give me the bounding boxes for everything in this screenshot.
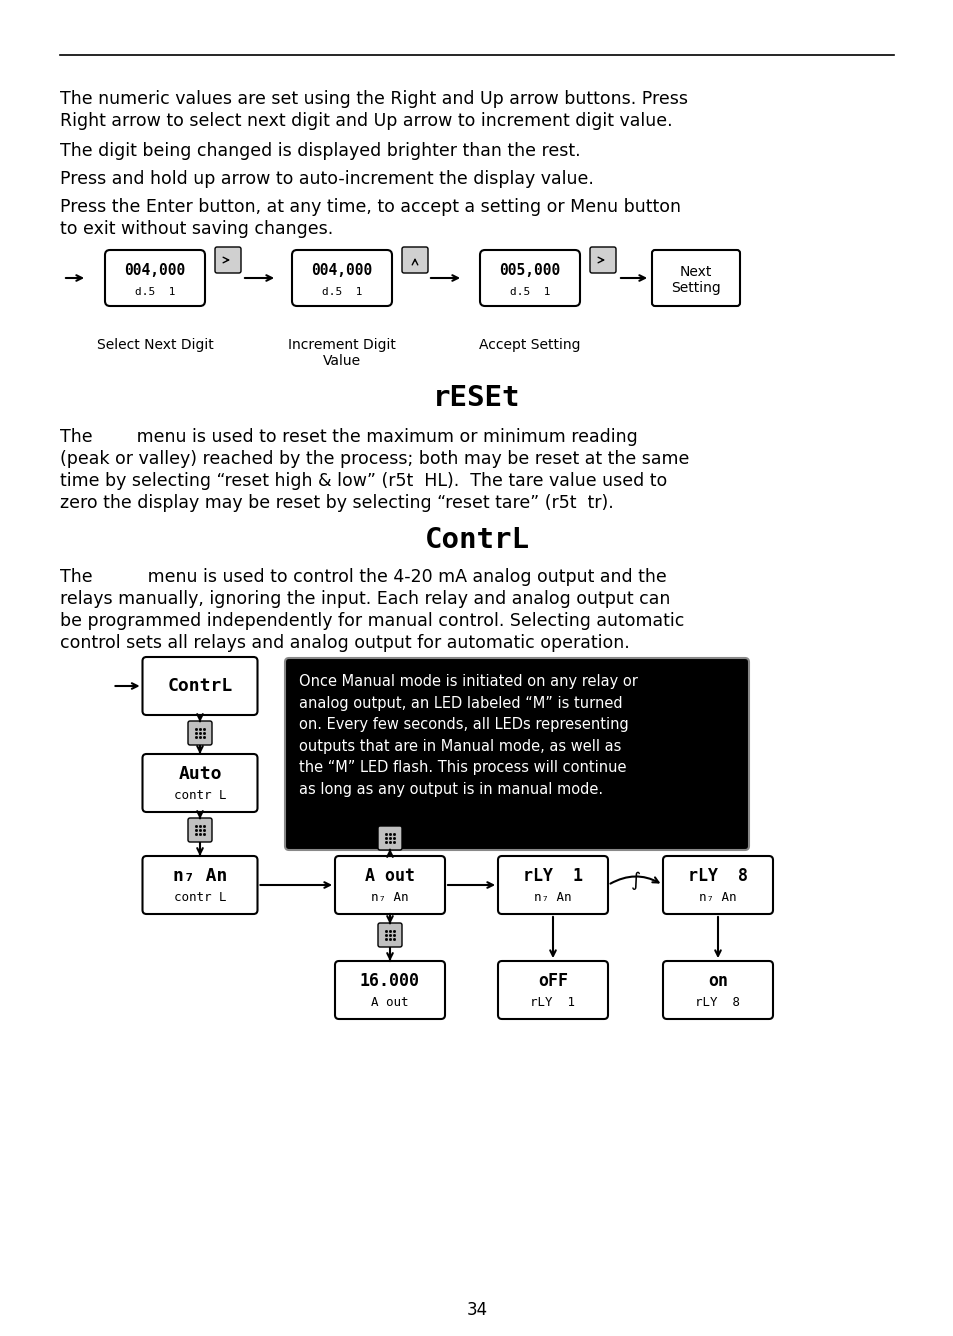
Text: Press and hold up arrow to auto-increment the display value.: Press and hold up arrow to auto-incremen… [60, 170, 594, 188]
Text: 004,000: 004,000 [311, 263, 373, 278]
Text: 16.000: 16.000 [359, 971, 419, 990]
FancyBboxPatch shape [479, 250, 579, 306]
FancyBboxPatch shape [335, 961, 444, 1019]
Text: n₇ An: n₇ An [371, 891, 408, 904]
Text: A out: A out [365, 867, 415, 884]
Text: Right arrow to select next digit and Up arrow to increment digit value.: Right arrow to select next digit and Up … [60, 112, 672, 130]
FancyBboxPatch shape [335, 856, 444, 914]
Text: rLY  8: rLY 8 [695, 997, 740, 1009]
FancyBboxPatch shape [377, 923, 401, 947]
Text: rLY  1: rLY 1 [530, 997, 575, 1009]
FancyBboxPatch shape [214, 247, 241, 273]
Text: Setting: Setting [670, 281, 720, 295]
Text: control sets all relays and analog output for automatic operation.: control sets all relays and analog outpu… [60, 635, 629, 652]
FancyBboxPatch shape [142, 657, 257, 715]
FancyBboxPatch shape [401, 247, 428, 273]
Text: The digit being changed is displayed brighter than the rest.: The digit being changed is displayed bri… [60, 142, 580, 160]
FancyBboxPatch shape [589, 247, 616, 273]
Text: n₇ An: n₇ An [172, 867, 227, 886]
Text: The numeric values are set using the Right and Up arrow buttons. Press: The numeric values are set using the Rig… [60, 90, 687, 108]
Text: ∫: ∫ [630, 871, 639, 891]
Text: Next: Next [679, 265, 712, 279]
FancyBboxPatch shape [105, 250, 205, 306]
Text: 34: 34 [466, 1301, 487, 1319]
Text: rLY  8: rLY 8 [687, 867, 747, 884]
FancyBboxPatch shape [651, 250, 740, 306]
Text: Press the Enter button, at any time, to accept a setting or Menu button: Press the Enter button, at any time, to … [60, 198, 680, 216]
Text: d.5  1: d.5 1 [321, 287, 362, 297]
Text: d.5  1: d.5 1 [509, 287, 550, 297]
Text: ContrL: ContrL [424, 526, 529, 554]
Text: n₇ An: n₇ An [699, 891, 736, 904]
Text: d.5  1: d.5 1 [134, 287, 175, 297]
Text: Accept Setting: Accept Setting [478, 338, 580, 351]
Text: Value: Value [323, 354, 360, 367]
FancyBboxPatch shape [292, 250, 392, 306]
Text: Select Next Digit: Select Next Digit [96, 338, 213, 351]
Text: rESEt: rESEt [433, 383, 520, 411]
Text: (peak or valley) reached by the process; both may be reset at the same: (peak or valley) reached by the process;… [60, 450, 689, 468]
FancyBboxPatch shape [188, 818, 212, 842]
Text: oFF: oFF [537, 971, 567, 990]
Text: 004,000: 004,000 [124, 263, 186, 278]
Text: time by selecting “reset high & low” (r5t  HL).  The tare value used to: time by selecting “reset high & low” (r5… [60, 472, 666, 490]
FancyBboxPatch shape [662, 961, 772, 1019]
FancyBboxPatch shape [142, 754, 257, 812]
FancyBboxPatch shape [142, 856, 257, 914]
Text: The          menu is used to control the 4-20 mA analog output and the: The menu is used to control the 4-20 mA … [60, 568, 666, 587]
Text: ContrL: ContrL [167, 677, 233, 695]
Text: zero the display may be reset by selecting “reset tare” (r5t  tr).: zero the display may be reset by selecti… [60, 494, 613, 512]
Text: relays manually, ignoring the input. Each relay and analog output can: relays manually, ignoring the input. Eac… [60, 591, 670, 608]
Text: A out: A out [371, 997, 408, 1009]
FancyBboxPatch shape [377, 826, 401, 850]
Text: to exit without saving changes.: to exit without saving changes. [60, 220, 333, 238]
Text: contr L: contr L [173, 790, 226, 802]
Text: on: on [707, 971, 727, 990]
Text: The        menu is used to reset the maximum or minimum reading: The menu is used to reset the maximum or… [60, 428, 638, 446]
Text: n₇ An: n₇ An [534, 891, 571, 904]
FancyBboxPatch shape [285, 659, 748, 850]
FancyBboxPatch shape [188, 721, 212, 745]
Text: 005,000: 005,000 [498, 263, 560, 278]
Text: Once Manual mode is initiated on any relay or
analog output, an LED labeled “M” : Once Manual mode is initiated on any rel… [298, 673, 638, 798]
Text: Increment Digit: Increment Digit [288, 338, 395, 351]
Text: Auto: Auto [178, 766, 221, 783]
Text: contr L: contr L [173, 891, 226, 904]
Text: be programmed independently for manual control. Selecting automatic: be programmed independently for manual c… [60, 612, 683, 631]
Text: rLY  1: rLY 1 [522, 867, 582, 884]
FancyBboxPatch shape [497, 961, 607, 1019]
FancyBboxPatch shape [497, 856, 607, 914]
FancyBboxPatch shape [662, 856, 772, 914]
